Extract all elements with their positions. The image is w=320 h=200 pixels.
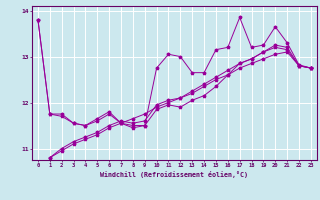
X-axis label: Windchill (Refroidissement éolien,°C): Windchill (Refroidissement éolien,°C) xyxy=(100,171,248,178)
